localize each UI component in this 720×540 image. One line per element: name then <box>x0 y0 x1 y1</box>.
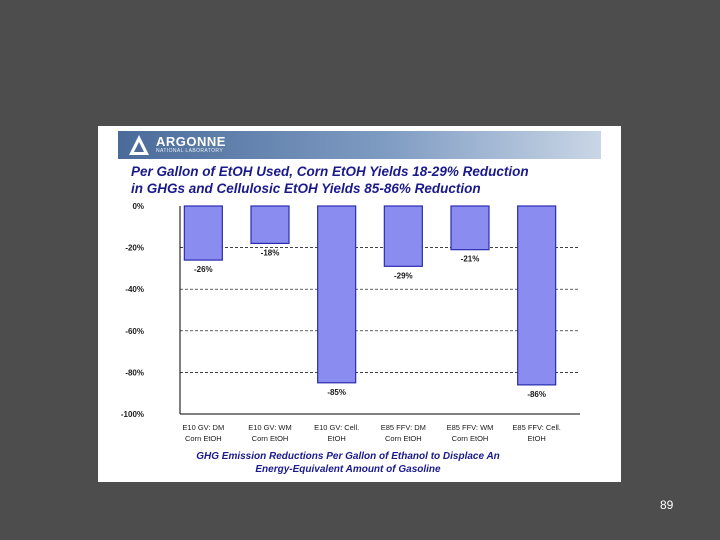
category-label: E10 GV: WM <box>248 423 291 432</box>
caption-line: GHG Emission Reductions Per Gallon of Et… <box>196 451 500 462</box>
y-tick-label: -20% <box>125 244 144 253</box>
argonne-logo-icon <box>129 135 149 155</box>
category-label: Corn EtOH <box>252 434 289 443</box>
category-label: E85 FFV: DM <box>381 423 426 432</box>
y-tick-label: -40% <box>125 285 144 294</box>
data-label: -85% <box>327 388 346 397</box>
category-label: E10 GV: Cell. <box>314 423 359 432</box>
category-label: Corn EtOH <box>185 434 222 443</box>
page-number: 89 <box>660 498 674 512</box>
category-label: Corn EtOH <box>385 434 422 443</box>
slide-title: Per Gallon of EtOH Used, Corn EtOH Yield… <box>131 163 611 197</box>
title-line: Per Gallon of EtOH Used, Corn EtOH Yield… <box>131 164 529 179</box>
caption-line: Energy-Equivalent Amount of Gasoline <box>255 464 441 475</box>
title-line: in GHGs and Cellulosic EtOH Yields 85-86… <box>131 181 481 196</box>
data-label: -26% <box>194 265 213 274</box>
chart-caption: GHG Emission Reductions Per Gallon of Et… <box>158 450 538 476</box>
data-label: -18% <box>261 248 280 257</box>
y-tick-label: 0% <box>132 202 144 211</box>
category-label: EtOH <box>527 434 545 443</box>
bar-chart: 0% -20% -40% -60% -80% -100% -26% E10 GV: DM Cor… <box>121 202 580 443</box>
bar <box>450 205 490 251</box>
bar <box>383 205 423 267</box>
data-label: -21% <box>461 255 480 264</box>
y-tick-label: -60% <box>125 327 144 336</box>
bar <box>517 205 557 386</box>
category-label: Corn EtOH <box>452 434 489 443</box>
data-label: -86% <box>527 390 546 399</box>
logo-bar: ARGONNE NATIONAL LABORATORY <box>118 131 601 159</box>
logo-subtext: NATIONAL LABORATORY <box>156 148 224 154</box>
y-tick-label: -100% <box>121 410 144 419</box>
logo-name: ARGONNE <box>156 134 226 149</box>
category-label: E85 FFV: WM <box>447 423 494 432</box>
slide-image: ARGONNE NATIONAL LABORATORY Per Gallon o… <box>98 126 621 482</box>
category-label: E85 FFV: Cell. <box>512 423 561 432</box>
bar <box>183 205 223 261</box>
bar <box>250 205 290 245</box>
category-label: E10 GV: DM <box>182 423 224 432</box>
y-tick-label: -80% <box>125 368 144 377</box>
category-label: EtOH <box>327 434 345 443</box>
data-label: -29% <box>394 271 413 280</box>
bar <box>317 205 357 384</box>
